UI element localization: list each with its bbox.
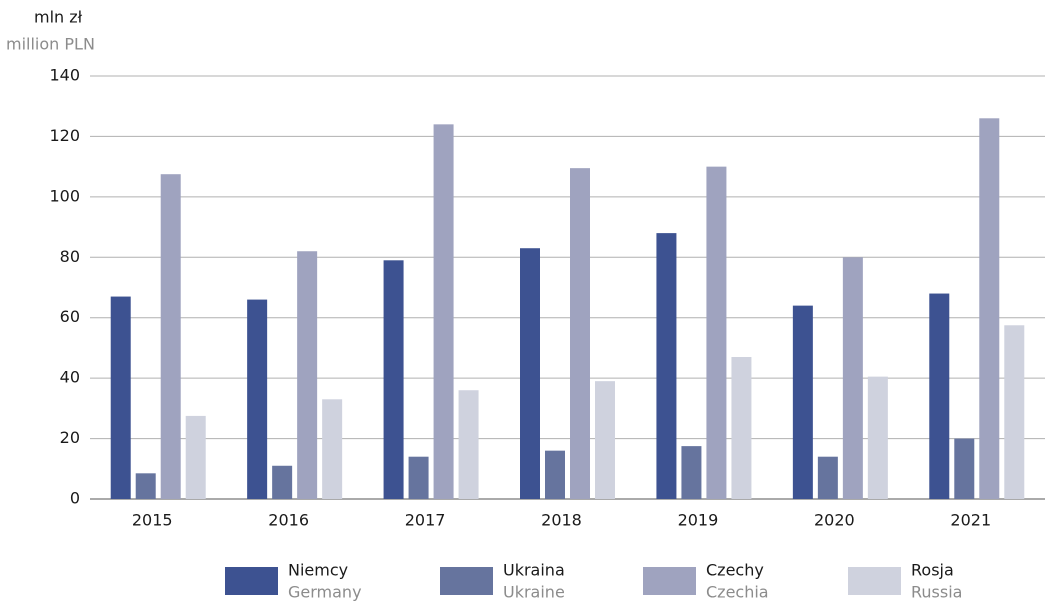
y-tick-label: 40 — [60, 368, 80, 387]
bar — [520, 248, 540, 499]
bar — [247, 299, 268, 499]
bar — [656, 233, 677, 499]
bar — [185, 415, 206, 499]
bar — [322, 399, 343, 499]
bar — [595, 381, 615, 499]
bar — [979, 118, 1000, 500]
x-tick-label: 2019 — [678, 511, 719, 530]
y-axis-label-en: million PLN — [6, 35, 95, 54]
x-tick-label: 2016 — [268, 511, 309, 530]
bar — [706, 166, 727, 499]
legend-swatch — [848, 567, 901, 595]
bar — [817, 456, 838, 499]
bar — [545, 450, 565, 499]
bar — [681, 446, 702, 499]
legend-label-en: Ukraine — [503, 583, 565, 601]
bar — [433, 124, 454, 499]
y-tick-label: 140 — [49, 66, 80, 85]
y-tick-label: 20 — [60, 428, 80, 447]
bar — [1004, 325, 1025, 499]
bar — [954, 438, 975, 499]
bar — [792, 305, 813, 499]
legend-swatch — [643, 567, 696, 595]
y-axis-label: mln zł — [34, 8, 83, 27]
x-tick-label: 2015 — [132, 511, 173, 530]
y-tick-label: 120 — [49, 126, 80, 145]
legend-swatch — [440, 567, 493, 595]
legend-label: Rosja — [911, 561, 954, 580]
legend-swatch — [225, 567, 278, 595]
bar — [929, 293, 950, 499]
bar — [570, 168, 590, 499]
bar — [383, 260, 404, 499]
legend-label-en: Germany — [288, 583, 362, 601]
bar — [272, 465, 293, 499]
bar — [842, 257, 863, 499]
bar — [408, 456, 429, 499]
y-tick-label: 80 — [60, 247, 80, 266]
x-tick-label: 2018 — [541, 511, 582, 530]
bar — [297, 251, 318, 499]
x-tick-label: 2021 — [950, 511, 991, 530]
legend-label-en: Russia — [911, 583, 962, 601]
bar — [160, 174, 181, 500]
legend-label: Czechy — [706, 561, 764, 580]
y-tick-label: 60 — [60, 307, 80, 326]
y-tick-label: 0 — [70, 489, 80, 508]
bar — [110, 296, 131, 499]
bar — [458, 390, 479, 499]
legend-label: Niemcy — [288, 561, 348, 580]
y-tick-label: 100 — [49, 186, 80, 205]
bar — [867, 376, 888, 499]
bar — [135, 473, 156, 499]
bar — [731, 356, 752, 499]
x-tick-label: 2017 — [405, 511, 446, 530]
x-tick-label: 2020 — [814, 511, 855, 530]
legend-label: Ukraina — [503, 561, 565, 580]
legend-label-en: Czechia — [706, 583, 769, 601]
